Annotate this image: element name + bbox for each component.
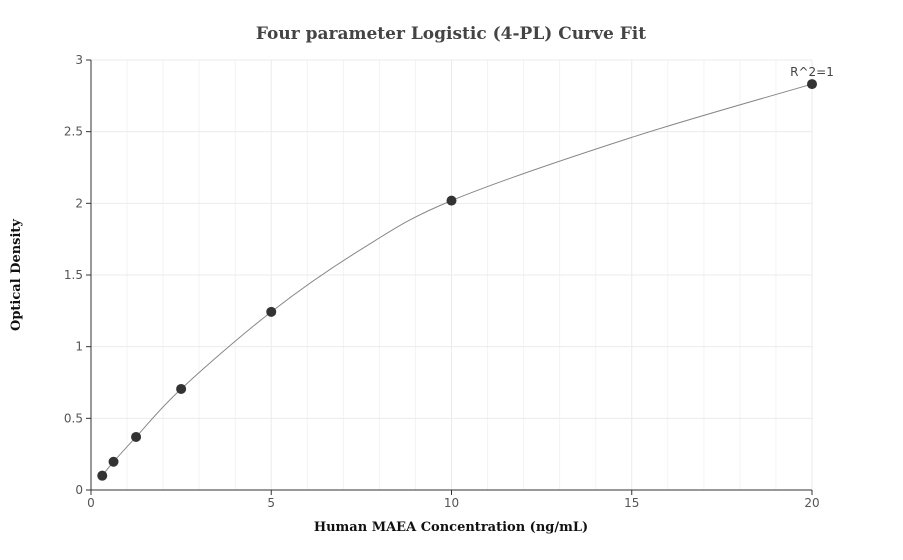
major-gridlines (91, 59, 813, 490)
data-point (807, 79, 817, 90)
data-points (97, 79, 817, 481)
x-tick-label: 5 (267, 496, 275, 510)
y-tick-label: 2.5 (64, 125, 83, 139)
y-tick-label: 0 (75, 483, 83, 497)
data-point (131, 431, 142, 442)
fit-curve-line (101, 83, 813, 476)
y-axis-ticks: 0 0.5 1 1.5 2 2.5 3 (64, 53, 91, 497)
x-tick-label: 10 (444, 496, 459, 510)
x-axis-ticks: 0 5 10 15 20 (87, 490, 820, 510)
y-tick-label: 1.5 (64, 268, 83, 282)
x-tick-label: 15 (624, 496, 639, 510)
y-tick-label: 2 (75, 196, 83, 210)
data-point (176, 383, 187, 394)
chart-title: Four parameter Logistic (4-PL) Curve Fit (256, 24, 646, 44)
x-axis-title: Human MAEA Concentration (ng/mL) (314, 520, 588, 535)
x-tick-label: 0 (87, 496, 95, 510)
data-point (97, 470, 108, 481)
y-tick-label: 3 (75, 53, 83, 67)
y-tick-label: 0.5 (64, 411, 83, 425)
data-point (108, 456, 119, 467)
y-tick-label: 1 (75, 340, 83, 354)
data-point (446, 195, 457, 206)
y-axis-title: Optical Density (9, 219, 24, 331)
x-tick-label: 20 (804, 496, 819, 510)
r-squared-annotation: R^2=1 (790, 65, 834, 79)
data-point (266, 306, 277, 317)
